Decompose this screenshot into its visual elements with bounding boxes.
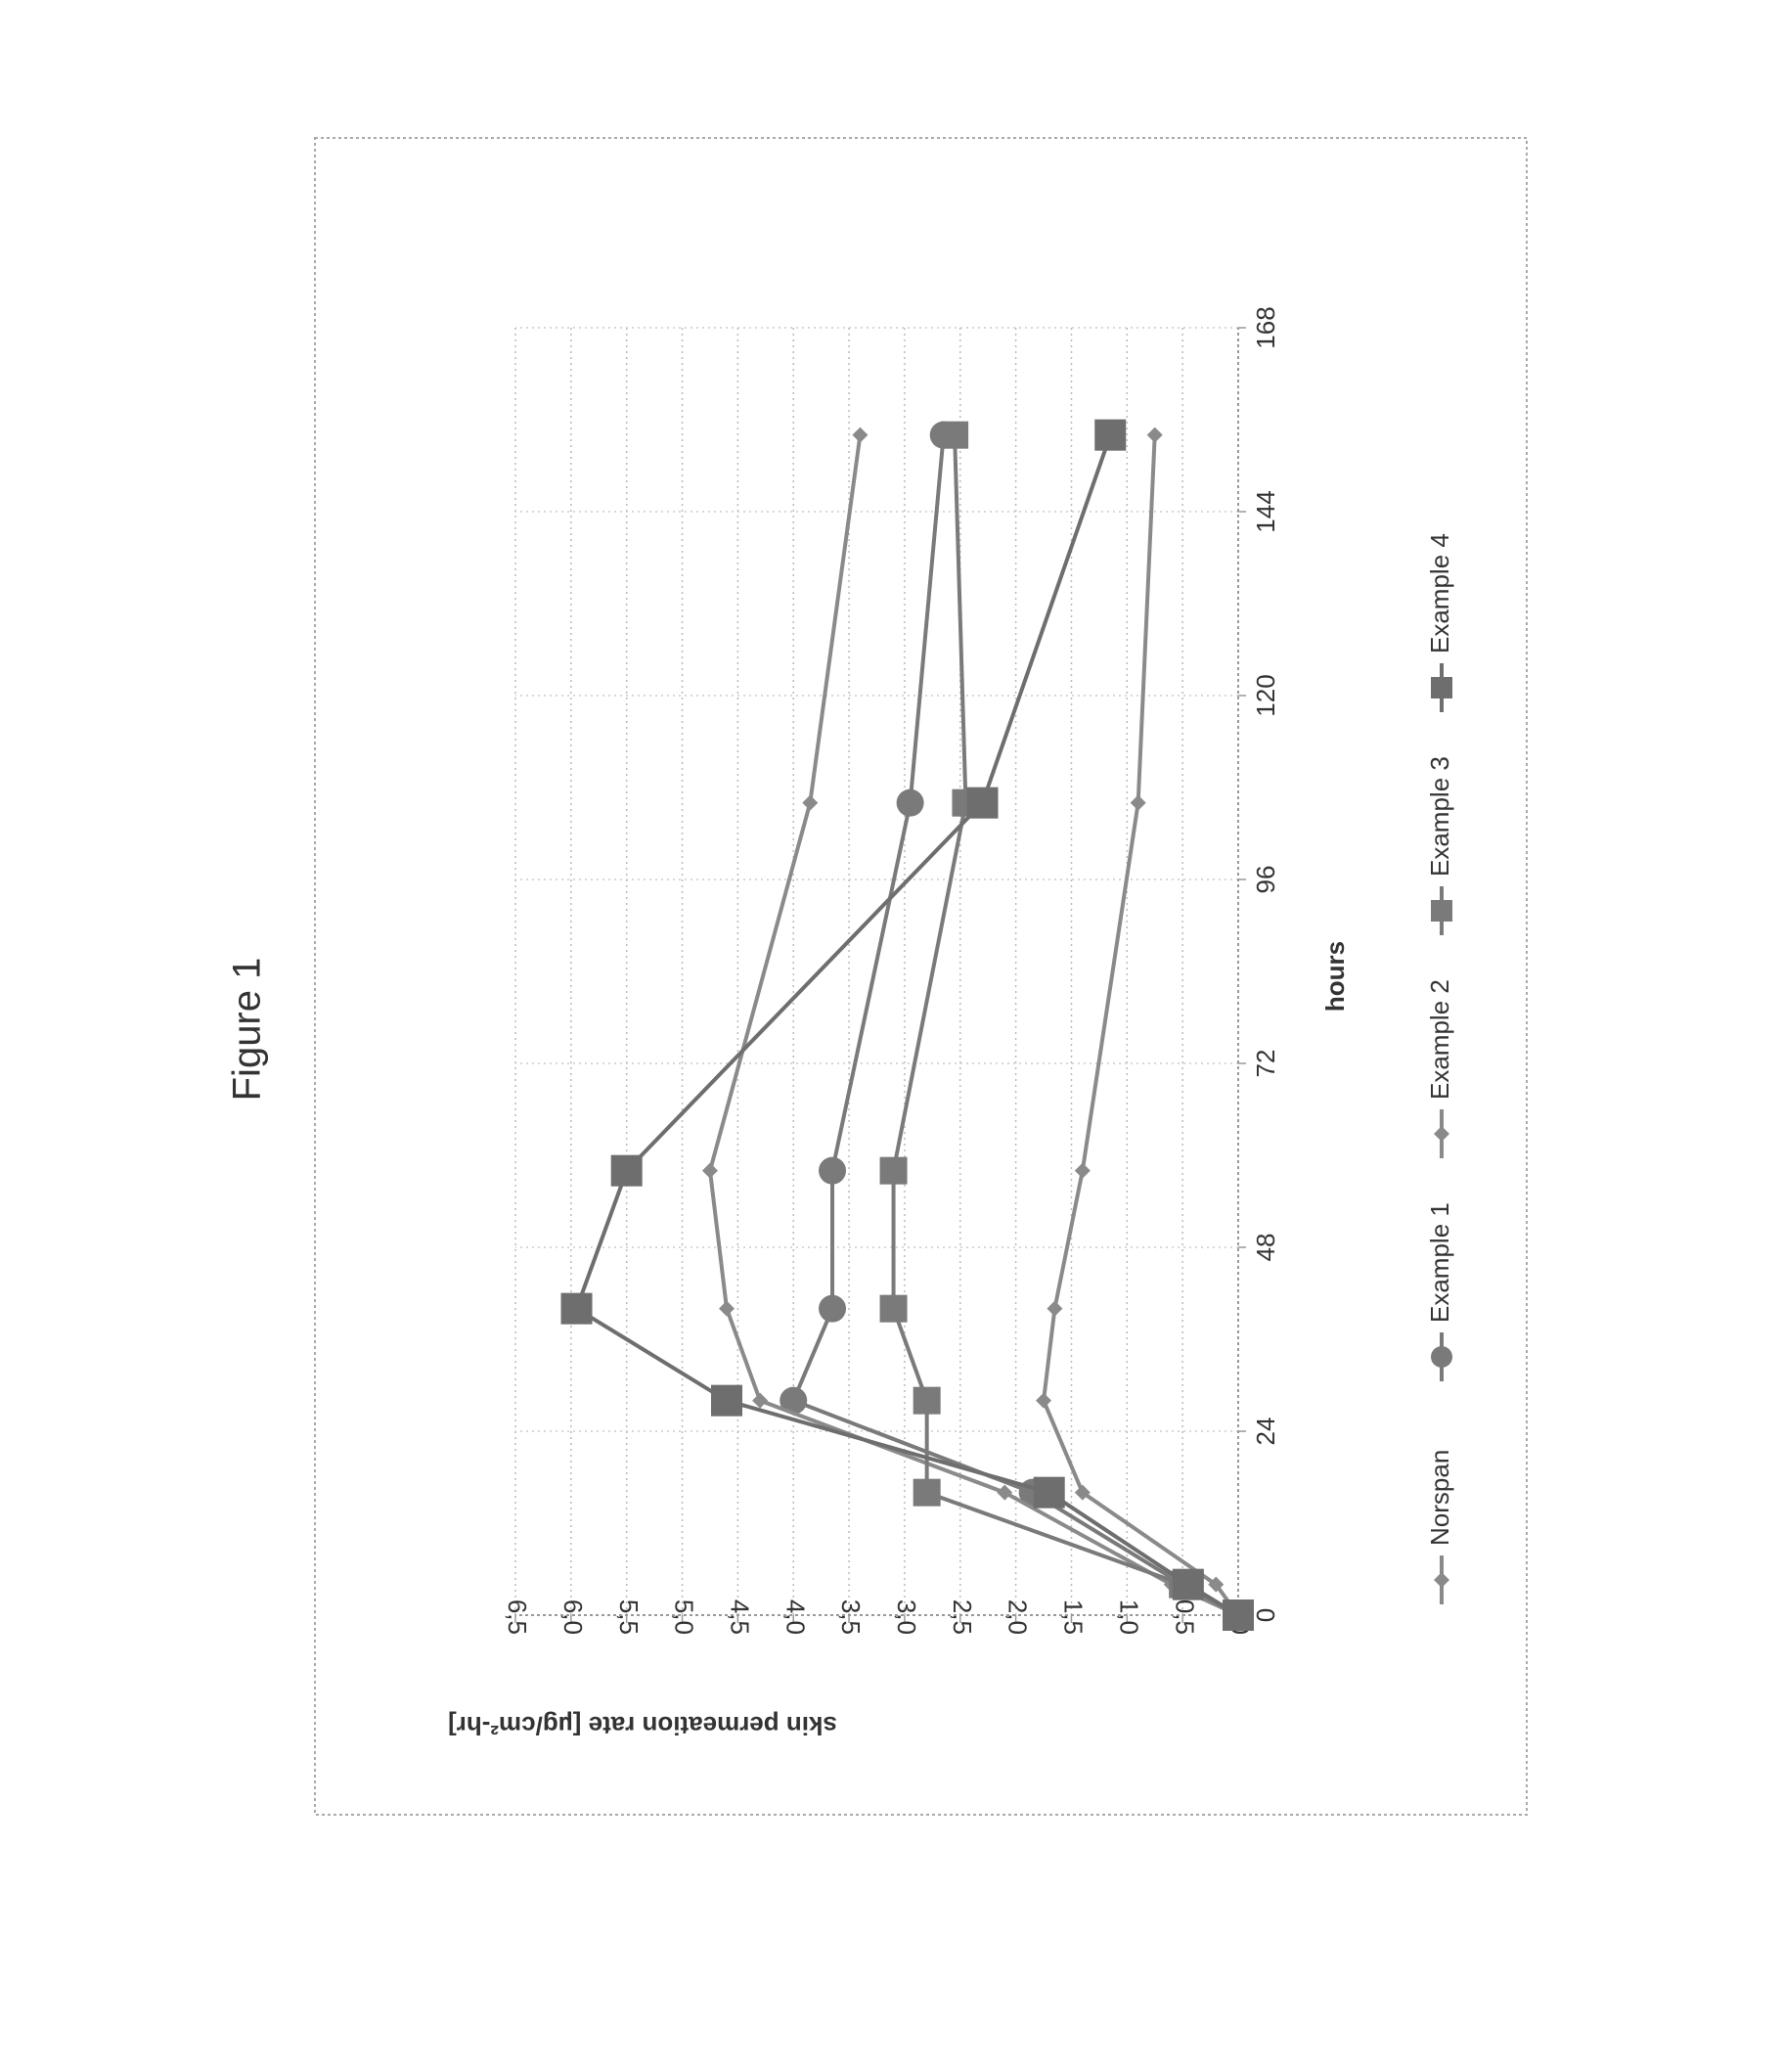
legend-label: Example 1 xyxy=(1425,1202,1454,1323)
x-tick-label: 72 xyxy=(1251,1050,1280,1078)
figure-title: Figure 1 xyxy=(226,958,269,1102)
marker xyxy=(1431,900,1452,922)
marker xyxy=(1173,1569,1204,1600)
y-tick-label: 5,0 xyxy=(670,1599,699,1635)
marker xyxy=(880,1157,908,1185)
marker xyxy=(702,1163,718,1179)
marker xyxy=(1075,1163,1091,1179)
marker xyxy=(913,1387,941,1415)
marker xyxy=(967,788,999,819)
marker xyxy=(802,795,818,811)
marker xyxy=(1431,1346,1452,1368)
y-tick-label: 0,5 xyxy=(1170,1599,1199,1635)
y-tick-label: 2,5 xyxy=(948,1599,977,1635)
marker xyxy=(819,1157,846,1185)
marker xyxy=(1094,420,1126,451)
x-tick-label: 144 xyxy=(1251,490,1280,532)
legend-label: Example 2 xyxy=(1425,979,1454,1100)
series-line xyxy=(1044,435,1238,1615)
marker xyxy=(913,1479,941,1507)
y-tick-label: 4,5 xyxy=(726,1599,755,1635)
y-tick-label: 1,0 xyxy=(1114,1599,1143,1635)
marker xyxy=(611,1155,643,1187)
marker xyxy=(1223,1599,1254,1631)
series-line xyxy=(710,435,1238,1615)
x-tick-label: 24 xyxy=(1251,1418,1280,1446)
legend-label: Example 4 xyxy=(1425,533,1454,653)
marker xyxy=(1147,428,1163,443)
x-tick-label: 48 xyxy=(1251,1234,1280,1262)
y-tick-label: 5,5 xyxy=(614,1599,644,1635)
y-tick-label: 6,5 xyxy=(503,1599,532,1635)
marker xyxy=(561,1293,593,1325)
x-tick-label: 168 xyxy=(1251,306,1280,348)
x-axis-title: hours xyxy=(1320,941,1350,1012)
y-tick-label: 3,5 xyxy=(836,1599,866,1635)
page: Figure 1 hours skin permeation rate [µg/… xyxy=(0,0,1782,2072)
legend-label: Norspan xyxy=(1425,1450,1454,1546)
marker xyxy=(1036,1393,1051,1409)
marker xyxy=(997,1485,1012,1501)
marker xyxy=(1434,1126,1449,1142)
y-tick-label: 3,0 xyxy=(892,1599,921,1635)
y-tick-label: 1,5 xyxy=(1059,1599,1089,1635)
marker xyxy=(752,1393,768,1409)
marker xyxy=(1431,677,1452,698)
x-tick-label: 120 xyxy=(1251,674,1280,716)
x-tick-label: 96 xyxy=(1251,866,1280,894)
x-tick-label: 0 xyxy=(1251,1608,1280,1622)
marker xyxy=(1434,1572,1449,1588)
y-tick-label: 2,0 xyxy=(1003,1599,1033,1635)
marker xyxy=(852,428,868,443)
marker xyxy=(719,1301,735,1317)
marker xyxy=(711,1385,742,1417)
marker xyxy=(1131,795,1146,811)
marker xyxy=(941,422,968,449)
y-tick-label: 6,0 xyxy=(558,1599,588,1635)
y-tick-label: 4,0 xyxy=(780,1599,810,1635)
marker xyxy=(819,1295,846,1323)
marker xyxy=(1047,1301,1062,1317)
series-line xyxy=(577,435,1238,1615)
marker xyxy=(1034,1477,1065,1509)
y-axis-title: skin permeation rate [µg/cm²-hr] xyxy=(448,1711,837,1740)
legend-label: Example 3 xyxy=(1425,756,1454,877)
marker xyxy=(897,789,924,817)
series-line xyxy=(894,435,1238,1615)
marker xyxy=(880,1295,908,1323)
